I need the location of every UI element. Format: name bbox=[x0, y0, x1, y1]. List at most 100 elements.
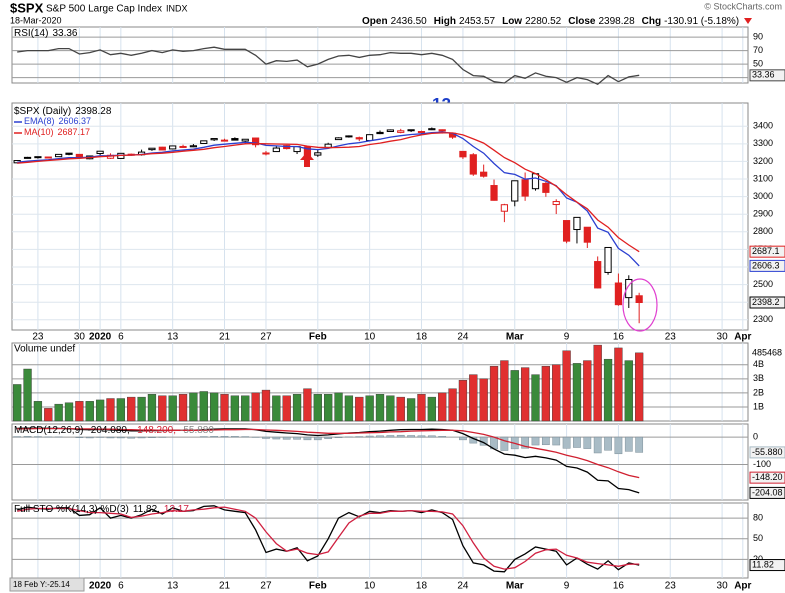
exchange: INDX bbox=[166, 3, 188, 13]
legend: $SPX (Daily) 2398.28 bbox=[14, 106, 112, 117]
value-tag-box bbox=[749, 471, 785, 484]
candle-body bbox=[324, 143, 332, 148]
indicator-line bbox=[17, 46, 640, 86]
histogram-bar bbox=[427, 435, 436, 438]
legend-name: EMA(8) bbox=[24, 116, 55, 126]
candle-body bbox=[594, 261, 602, 289]
indicator-line bbox=[17, 506, 640, 570]
candle-body bbox=[272, 147, 280, 153]
volume-bar bbox=[334, 392, 343, 422]
panel-title: Full STO %K(14,3) %D(3) 11.82, 13.17 bbox=[14, 504, 189, 515]
volume-bar bbox=[272, 395, 281, 422]
volume-bar bbox=[500, 360, 509, 422]
x-tick-label: Feb bbox=[309, 332, 327, 343]
candle-body bbox=[231, 138, 239, 141]
volume-bar bbox=[23, 368, 32, 422]
x-tick-label: 10 bbox=[364, 581, 376, 592]
quote-label: Low bbox=[502, 16, 522, 27]
volume-bar bbox=[127, 396, 136, 422]
value-tag-box bbox=[749, 245, 785, 258]
x-tick-label: 24 bbox=[457, 332, 469, 343]
volume-bar bbox=[95, 399, 105, 422]
volume-bar bbox=[448, 388, 457, 422]
y-tick-label: 70 bbox=[753, 45, 763, 55]
value-tag: 33.36 bbox=[752, 70, 775, 80]
histogram-bar bbox=[23, 436, 32, 438]
credit: © StockCharts.com bbox=[704, 1, 782, 11]
x-tick-label: Feb bbox=[309, 581, 327, 592]
quote-label: High bbox=[434, 16, 456, 27]
legend-value: 11.82, bbox=[133, 504, 160, 515]
histogram-bar bbox=[396, 434, 405, 438]
quote: Open 2436.50 High 2453.57 Low 2280.52 Close 239… bbox=[362, 16, 739, 27]
x-tick-label: Mar bbox=[506, 581, 524, 592]
histogram-bar bbox=[75, 436, 84, 438]
candle-body bbox=[55, 153, 63, 158]
histogram-bar bbox=[500, 436, 509, 451]
x-tick-label: 18 bbox=[416, 581, 428, 592]
x-tick-label: 23 bbox=[665, 581, 677, 592]
volume-bar bbox=[158, 395, 167, 422]
candle-body bbox=[251, 137, 260, 146]
x-tick-label: 21 bbox=[219, 581, 231, 592]
x-tick-label: 18 bbox=[416, 332, 428, 343]
y-tick-label: 50 bbox=[753, 58, 763, 68]
volume-bar bbox=[458, 380, 468, 422]
volume-bar bbox=[230, 395, 240, 422]
x-tick-label: 27 bbox=[260, 332, 272, 343]
legend-value: 33.36 bbox=[52, 28, 77, 39]
y-tick-label: 2B bbox=[753, 387, 764, 397]
histogram-bar bbox=[116, 436, 125, 439]
candle-body bbox=[604, 246, 612, 273]
highlight-circle bbox=[622, 278, 658, 332]
y-tick-label: 2300 bbox=[753, 314, 773, 324]
date: 18-Mar-2020 bbox=[10, 15, 62, 25]
y-tick-label: 1B bbox=[753, 401, 764, 411]
volume-bar bbox=[344, 395, 354, 422]
candle-body bbox=[583, 226, 591, 243]
candle-body bbox=[438, 129, 446, 132]
candle-body bbox=[428, 128, 436, 131]
value-tag-box bbox=[749, 486, 785, 499]
histogram-bar bbox=[106, 436, 115, 439]
y-tick-label: 2900 bbox=[753, 209, 773, 219]
x-tick-label: 9 bbox=[564, 581, 570, 592]
volume-bar bbox=[614, 347, 623, 422]
x-tick-label: 23 bbox=[32, 332, 44, 343]
x-tick-label: 10 bbox=[364, 332, 376, 343]
candle-body bbox=[490, 185, 498, 201]
legend-value: 2687.17 bbox=[58, 127, 91, 137]
candle-body bbox=[521, 179, 529, 197]
x-tick-label: 16 bbox=[613, 581, 625, 592]
volume-bar bbox=[189, 392, 198, 422]
volume-bar bbox=[552, 364, 561, 422]
volume-bar bbox=[303, 388, 312, 422]
value-tag: 2398.2 bbox=[752, 297, 780, 307]
candle-body bbox=[148, 147, 156, 151]
volume-bar bbox=[438, 392, 447, 422]
tooltip: 18 Feb Y:-25.14 bbox=[13, 580, 70, 589]
top-label: 485468 bbox=[752, 347, 782, 357]
volume-bar bbox=[406, 398, 416, 422]
histogram-bar bbox=[137, 436, 146, 439]
volume-bar bbox=[251, 392, 260, 422]
candle-body bbox=[531, 173, 540, 190]
quote-value: 2280.52 bbox=[525, 16, 562, 27]
volume-bar bbox=[33, 401, 43, 422]
x-tick-label: 2020 bbox=[89, 332, 112, 343]
volume-bar bbox=[427, 396, 436, 422]
quote-label: Open bbox=[362, 16, 388, 27]
x-tick-label: 9 bbox=[564, 332, 570, 343]
histogram-bar bbox=[635, 436, 644, 453]
y-tick-label: 3B bbox=[753, 373, 764, 383]
candle-body bbox=[34, 156, 42, 159]
y-tick-label: 2800 bbox=[753, 226, 773, 236]
volume-bar bbox=[365, 395, 374, 422]
volume-bar bbox=[199, 391, 208, 422]
histogram-bar bbox=[365, 435, 374, 438]
panel-name: MACD(12,26,9) bbox=[14, 425, 83, 436]
x-tick-label: 23 bbox=[665, 332, 677, 343]
candle-body bbox=[345, 135, 353, 138]
x-tick-label: 24 bbox=[457, 581, 469, 592]
histogram-bar bbox=[324, 436, 333, 440]
